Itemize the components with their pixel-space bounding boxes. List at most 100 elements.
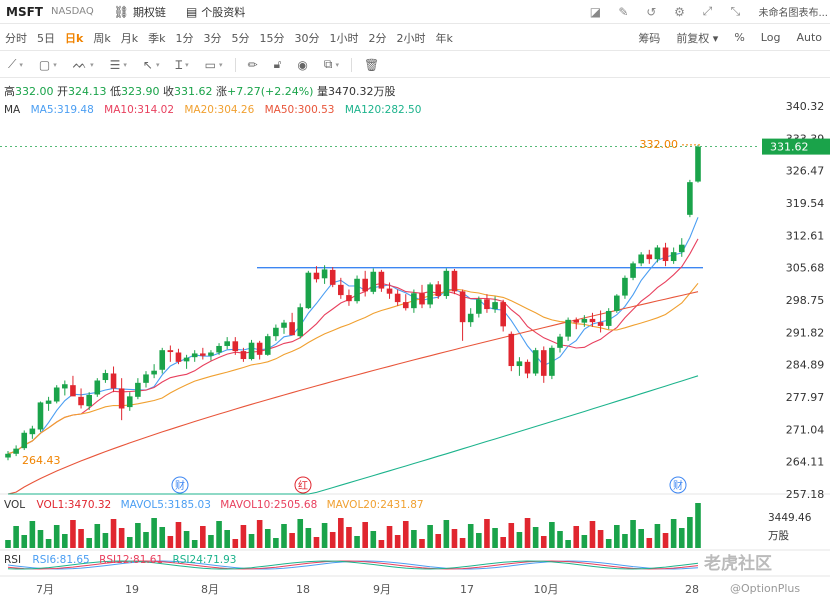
trend-line-tool[interactable]: ⟋ ▾ bbox=[0, 57, 31, 72]
high-value: 332.00 bbox=[15, 85, 54, 98]
candle-body bbox=[654, 247, 661, 260]
volume-bar bbox=[329, 532, 336, 548]
candle-body bbox=[549, 347, 555, 376]
volume-bar bbox=[216, 521, 222, 548]
timeframe-9[interactable]: 15分 bbox=[259, 31, 285, 45]
pattern-tool[interactable]: ᨓ ▾ bbox=[65, 57, 102, 72]
volume-bar bbox=[362, 522, 368, 548]
timeframe-5[interactable]: 季k bbox=[148, 31, 166, 45]
mavol20-value: MAVOL20:2431.87 bbox=[326, 499, 424, 511]
collapse-icon[interactable]: ⤡ bbox=[730, 4, 741, 18]
timeframe-11[interactable]: 1小时 bbox=[329, 31, 359, 45]
chips-button[interactable]: 筹码 bbox=[638, 31, 661, 45]
timeframe-2[interactable]: 日k bbox=[65, 31, 84, 45]
arrow-tool[interactable]: ↖ ▾ bbox=[135, 58, 168, 72]
fib-tool[interactable]: ☰ ▾ bbox=[102, 58, 135, 72]
candle-body bbox=[70, 385, 76, 397]
open-value: 324.13 bbox=[68, 85, 107, 98]
candle-body bbox=[216, 345, 222, 353]
lock-tool[interactable]: 🔓︎ bbox=[266, 57, 290, 72]
chain-icon: ⛓ bbox=[113, 4, 129, 19]
candle-body bbox=[102, 373, 109, 381]
layout-name[interactable]: 未命名图表布... bbox=[758, 8, 828, 19]
rectangle-tool[interactable]: ▢ ▾ bbox=[31, 58, 65, 72]
candle-body bbox=[370, 271, 377, 292]
timeframe-6[interactable]: 1分 bbox=[175, 31, 194, 45]
ma120-line bbox=[8, 375, 699, 495]
vol-axis-value: 3449.46 bbox=[768, 512, 812, 524]
candle-body bbox=[329, 269, 336, 285]
candle-body bbox=[362, 278, 368, 292]
profile-button[interactable]: ▤ 个股资料 bbox=[186, 4, 245, 20]
settings-icon[interactable]: ⚙ bbox=[674, 4, 685, 19]
low-value: 323.90 bbox=[121, 85, 160, 98]
close-label: 收 bbox=[163, 85, 174, 98]
timeframe-8[interactable]: 5分 bbox=[231, 31, 250, 45]
auto-button[interactable]: Auto bbox=[796, 31, 822, 44]
candle-body bbox=[500, 302, 506, 327]
symbol-label[interactable]: MSFT bbox=[6, 4, 43, 19]
volume-bar bbox=[86, 538, 92, 548]
volume-bar bbox=[654, 524, 661, 548]
pencil-tool[interactable]: ✏ bbox=[240, 58, 266, 72]
volume-bar bbox=[135, 523, 141, 548]
measure-tool[interactable]: ▭ ▾ bbox=[197, 58, 231, 72]
volume-bar bbox=[695, 503, 701, 548]
timeframe-14[interactable]: 年k bbox=[435, 31, 453, 45]
volume-bar bbox=[240, 525, 247, 548]
volume-bar bbox=[264, 529, 271, 548]
timeframe-3[interactable]: 周k bbox=[93, 31, 111, 45]
chart-type-icon[interactable]: ◪ bbox=[589, 4, 602, 19]
chart-header: MSFT NASDAQ ⛓ 期权链 ▤ 个股资料 ◪ ✎ ↺ ⚙ ⤢ ⤡ 未命名图表… bbox=[0, 0, 830, 24]
candle-body bbox=[126, 396, 133, 408]
candle-body bbox=[419, 293, 425, 305]
option-chain-label: 期权链 bbox=[132, 5, 166, 19]
volume-bar bbox=[662, 533, 669, 548]
volume-bar bbox=[476, 533, 482, 548]
undo-icon[interactable]: ↺ bbox=[646, 4, 657, 19]
vol-legend: VOL VOL1:3470.32 MAVOL5:3185.03 MAVOL10:… bbox=[4, 499, 424, 511]
log-button[interactable]: Log bbox=[760, 31, 781, 44]
price-tick-label: 305.68 bbox=[786, 262, 825, 275]
volume-bar bbox=[516, 532, 523, 548]
volume-bar bbox=[94, 524, 101, 548]
timeframe-13[interactable]: 2小时 bbox=[396, 31, 426, 45]
timeframe-7[interactable]: 3分 bbox=[203, 31, 222, 45]
timeframe-1[interactable]: 5日 bbox=[37, 31, 55, 45]
volume-bar bbox=[126, 537, 133, 548]
rsi24-line bbox=[7, 560, 699, 570]
candle-body bbox=[135, 382, 141, 397]
candle-body bbox=[167, 350, 174, 353]
timeframe-0[interactable]: 分时 bbox=[5, 31, 27, 45]
adjust-button[interactable]: 前复权 ▾ bbox=[676, 31, 719, 45]
timeframe-4[interactable]: 月k bbox=[120, 31, 139, 45]
event-marker bbox=[171, 476, 189, 494]
volume-bar bbox=[232, 539, 239, 548]
ma-label: MA bbox=[4, 104, 21, 116]
volume-bar bbox=[70, 520, 76, 548]
timeframe-10[interactable]: 30分 bbox=[294, 31, 320, 45]
volume-bar bbox=[467, 524, 474, 548]
visibility-tool[interactable]: ◉ bbox=[289, 58, 315, 72]
percent-button[interactable]: % bbox=[734, 31, 745, 44]
volume-bar bbox=[589, 521, 596, 548]
volume-bar bbox=[200, 526, 206, 548]
draw-edit-icon[interactable]: ✎ bbox=[618, 4, 629, 19]
candle-body bbox=[321, 269, 328, 279]
delete-tool[interactable]: 🗑︎ bbox=[356, 58, 387, 72]
high-marker-label: 332.00 bbox=[640, 138, 679, 151]
candle-body bbox=[378, 271, 385, 289]
timeframe-12[interactable]: 2分 bbox=[368, 31, 387, 45]
option-chain-button[interactable]: ⛓ 期权链 bbox=[114, 4, 166, 20]
price-tick-label: 319.54 bbox=[786, 197, 825, 210]
mavol10-value: MAVOL10:2505.68 bbox=[220, 499, 318, 511]
candle-body bbox=[589, 318, 596, 323]
date-tick-label: 7月 bbox=[36, 583, 54, 596]
magnet-tool[interactable]: ⧉ ▾ bbox=[316, 57, 347, 72]
fullscreen-icon[interactable]: ⤢ bbox=[702, 4, 713, 18]
volume-bar bbox=[630, 520, 636, 548]
candle-body bbox=[508, 333, 515, 367]
candle-body bbox=[565, 319, 571, 337]
text-tool[interactable]: Ɪ ▾ bbox=[167, 56, 196, 73]
